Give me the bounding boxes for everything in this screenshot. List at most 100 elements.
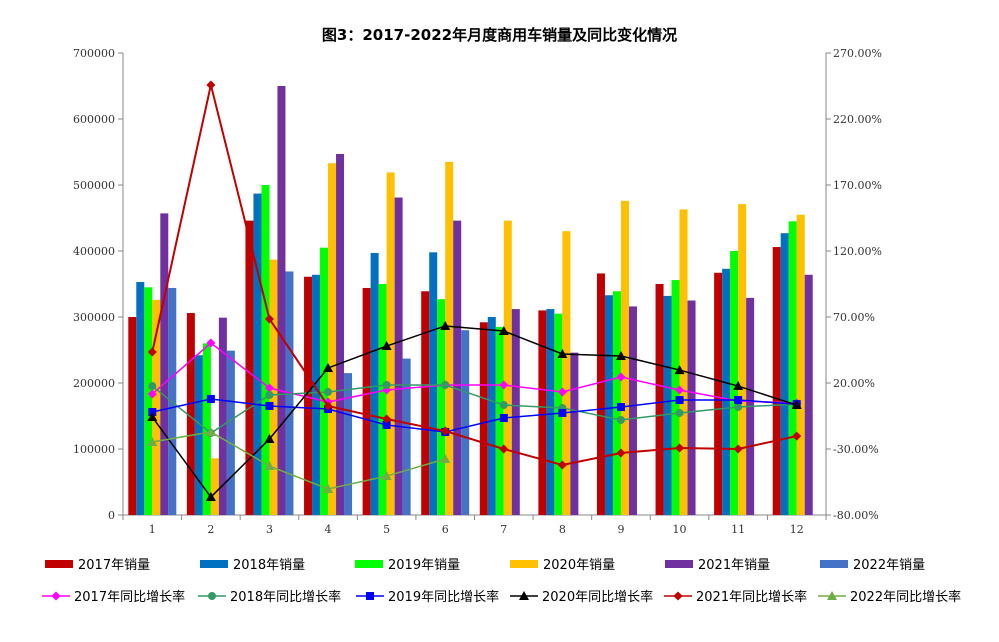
legend-marker-2021年同比增长率: [673, 591, 683, 601]
bar-2020年销量: [328, 163, 337, 515]
x-tick-label: 7: [500, 523, 507, 536]
point-2020年同比增长率: [440, 320, 451, 330]
left-tick-label: 100000: [73, 443, 115, 456]
bar-2017年销量: [245, 220, 254, 515]
legend-label: 2021年同比增长率: [696, 589, 807, 605]
legend-label: 2020年同比增长率: [542, 589, 653, 605]
point-2021年同比增长率: [616, 448, 626, 458]
x-tick-label: 12: [790, 523, 804, 536]
legend-swatch-2018年销量: [200, 560, 228, 568]
bar-2021年销量: [628, 306, 637, 515]
point-2018年同比增长率: [324, 387, 333, 396]
line-2021年同比增长率: [151, 84, 797, 466]
x-tick-label: 2: [207, 523, 214, 536]
bar-2018年销量: [253, 193, 262, 515]
point-2022年同比增长率: [323, 483, 334, 493]
bar-2017年销量: [655, 284, 664, 515]
point-2018年同比增长率: [265, 391, 274, 400]
bar-2017年销量: [304, 276, 313, 515]
bar-2021年销量: [804, 274, 813, 515]
point-2020年同比增长率: [615, 350, 626, 360]
point-2019年同比增长率: [265, 401, 274, 410]
point-2021年同比增长率: [147, 347, 157, 357]
point-2022年同比增长率: [440, 454, 451, 464]
legend-marker-2019年同比增长率: [366, 592, 374, 600]
point-2020年同比增长率: [791, 400, 802, 410]
point-2020年同比增长率: [498, 325, 509, 335]
legend-label: 2017年同比增长率: [74, 589, 185, 605]
point-2018年同比增长率: [616, 415, 625, 424]
point-2017年同比增长率: [206, 338, 216, 348]
point-2018年同比增长率: [382, 380, 391, 389]
bar-2021年销量: [218, 317, 227, 515]
left-tick-label: 300000: [73, 311, 115, 324]
bar-2021年销量: [336, 153, 345, 516]
x-tick-label: 10: [673, 523, 687, 536]
point-2020年同比增长率: [557, 348, 568, 358]
x-tick-label: 9: [617, 523, 624, 536]
bar-2017年销量: [538, 310, 547, 515]
bar-2019年销量: [144, 287, 153, 515]
left-tick-label: 600000: [73, 113, 115, 126]
point-2021年同比增长率: [675, 443, 685, 453]
bar-2020年销量: [620, 200, 629, 515]
legend-swatch-2017年销量: [45, 560, 73, 568]
bar-2020年销量: [562, 231, 571, 515]
left-tick-label: 500000: [73, 179, 115, 192]
point-2018年同比增长率: [441, 380, 450, 389]
bar-2018年销量: [429, 252, 438, 515]
bar-2022年销量: [226, 350, 235, 515]
right-tick-label: 220.00%: [833, 113, 882, 126]
bar-2018年销量: [722, 268, 731, 515]
legend-marker-2022年同比增长率: [827, 591, 837, 600]
bar-2020年销量: [796, 214, 805, 515]
bar-2021年销量: [511, 309, 520, 515]
line-2019年同比增长率: [152, 398, 797, 433]
bar-2019年销量: [378, 284, 387, 515]
point-2020年同比增长率: [205, 492, 216, 502]
legend-swatch-2022年销量: [820, 560, 848, 568]
bar-2019年销量: [320, 247, 329, 515]
bar-2017年销量: [772, 247, 781, 516]
bar-2022年销量: [344, 373, 353, 515]
line-2017年同比增长率: [151, 342, 797, 404]
bar-2018年销量: [663, 295, 672, 515]
point-2021年同比增长率: [206, 80, 216, 90]
point-2022年同比增长率: [264, 461, 275, 471]
legend-marker-2020年同比增长率: [519, 591, 529, 600]
bar-2020年销量: [269, 259, 278, 515]
bar-2022年销量: [461, 330, 470, 515]
point-2017年同比增长率: [264, 383, 274, 393]
legend-marker-2018年同比增长率: [208, 592, 216, 600]
bar-2018年销量: [136, 282, 145, 515]
right-tick-label: 20.00%: [833, 377, 875, 390]
bar-2017年销量: [128, 317, 137, 515]
bar-2017年销量: [714, 272, 723, 515]
bar-2021年销量: [277, 86, 286, 515]
x-tick-label: 3: [266, 523, 273, 536]
point-2021年同比增长率: [792, 431, 802, 441]
bar-2020年销量: [503, 220, 512, 515]
right-tick-label: 270.00%: [833, 47, 882, 60]
point-2017年同比增长率: [557, 387, 567, 397]
bar-2017年销量: [362, 287, 371, 515]
legend-marker-2017年同比增长率: [51, 591, 61, 601]
legend-label: 2019年同比增长率: [388, 589, 499, 605]
bar-2018年销量: [546, 309, 555, 515]
right-tick-label: 170.00%: [833, 179, 882, 192]
left-tick-label: 0: [108, 509, 115, 522]
point-2020年同比增长率: [264, 433, 275, 443]
point-2021年同比增长率: [499, 444, 509, 454]
legend-swatch-2020年销量: [510, 560, 538, 568]
left-tick-label: 400000: [73, 245, 115, 258]
bar-2019年销量: [261, 185, 270, 515]
right-tick-label: 120.00%: [833, 245, 882, 258]
legend-swatch-2019年销量: [355, 560, 383, 568]
bar-2020年销量: [152, 299, 161, 515]
point-2018年同比增长率: [499, 401, 508, 410]
legend-label: 2021年销量: [698, 558, 770, 573]
bar-2019年销量: [788, 221, 797, 516]
bar-2018年销量: [487, 317, 496, 515]
point-2019年同比增长率: [616, 403, 625, 412]
